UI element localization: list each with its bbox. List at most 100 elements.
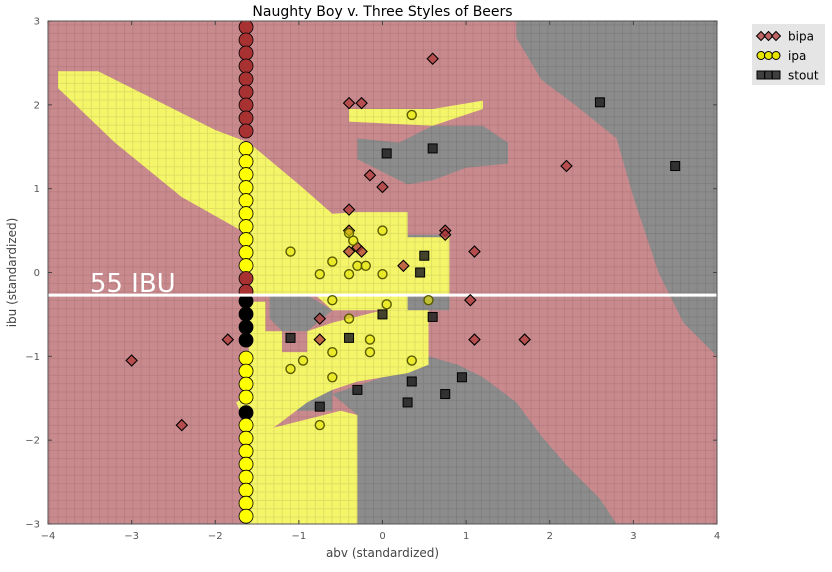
point-ipa[interactable] — [327, 372, 338, 383]
y-tick-label: 1 — [34, 184, 40, 195]
point-ipa[interactable] — [348, 235, 359, 246]
point-stout[interactable] — [314, 401, 325, 412]
point-bipa[interactable] — [468, 245, 481, 258]
point-bipa[interactable] — [397, 259, 410, 273]
boundary-marker-bipa — [238, 97, 254, 113]
data-points — [125, 52, 681, 432]
x-tick-label: −4 — [41, 531, 56, 542]
point-stout[interactable] — [344, 332, 355, 343]
point-ipa[interactable] — [423, 294, 434, 306]
point-bipa[interactable] — [342, 203, 356, 216]
legend-entry-ipa[interactable]: ipa — [756, 49, 806, 63]
boundary-marker-bipa — [238, 32, 254, 48]
point-bipa[interactable] — [125, 354, 138, 367]
point-stout[interactable] — [352, 384, 363, 395]
x-tick-label: −2 — [208, 531, 223, 542]
point-ipa[interactable] — [314, 268, 325, 280]
point-bipa[interactable] — [355, 96, 368, 110]
boundary-marker-bipa — [238, 84, 254, 100]
boundary-marker-bipa — [238, 271, 254, 286]
point-bipa[interactable] — [355, 245, 368, 258]
point-bipa[interactable] — [518, 333, 531, 346]
point-bipa[interactable] — [426, 52, 439, 66]
legend-entry-bipa[interactable]: bipa — [755, 30, 814, 44]
point-stout[interactable] — [419, 250, 430, 261]
point-ipa[interactable] — [364, 334, 376, 345]
point-ipa[interactable] — [377, 268, 388, 280]
y-axis-label: ibu (standardized) — [5, 218, 19, 328]
point-ipa[interactable] — [327, 294, 338, 306]
legend-marker-stout — [764, 70, 773, 80]
point-ipa[interactable] — [314, 419, 325, 431]
point-bipa[interactable] — [464, 293, 477, 307]
point-stout[interactable] — [427, 143, 438, 154]
legend-marker-bipa — [770, 30, 782, 42]
point-stout[interactable] — [402, 397, 413, 408]
point-bipa[interactable] — [221, 333, 235, 346]
point-ipa[interactable] — [285, 363, 296, 375]
point-stout[interactable] — [427, 311, 438, 322]
point-ipa[interactable] — [364, 346, 376, 358]
legend-label-stout: stout — [788, 69, 819, 83]
boundary-marker-ipa — [238, 180, 254, 195]
point-stout[interactable] — [377, 309, 388, 320]
x-tick-label: −1 — [292, 531, 307, 542]
boundary-marker-ipa — [238, 219, 254, 234]
point-stout[interactable] — [415, 267, 426, 278]
point-ipa[interactable] — [377, 225, 388, 236]
point-ipa[interactable] — [297, 355, 309, 366]
boundary-marker-bipa — [238, 45, 254, 61]
point-ipa[interactable] — [285, 246, 296, 257]
point-ipa[interactable] — [406, 109, 417, 121]
point-ipa[interactable] — [381, 299, 392, 310]
point-ipa[interactable] — [343, 313, 355, 324]
point-stout[interactable] — [381, 148, 392, 159]
boundary-marker-ipa — [238, 456, 254, 472]
point-bipa[interactable] — [363, 168, 377, 182]
boundary-marker-ipa — [238, 430, 254, 446]
legend-entry-stout[interactable]: stout — [756, 69, 819, 83]
legend-marker-stout — [771, 70, 781, 80]
boundary-marker-ipa — [238, 154, 254, 169]
point-bipa[interactable] — [468, 333, 481, 346]
boundary-marker-ipa — [238, 193, 254, 208]
boundary-marker-ipa — [238, 495, 254, 511]
legend-marker-bipa — [755, 30, 767, 42]
legend-marker-stout — [756, 70, 766, 80]
x-axis-label: abv (standardized) — [326, 546, 439, 560]
point-bipa[interactable] — [342, 245, 356, 258]
point-bipa[interactable] — [313, 312, 327, 325]
point-ipa[interactable] — [352, 260, 363, 271]
boundary-marker-bipa — [238, 58, 254, 74]
boundary-marker-stout — [238, 405, 254, 421]
point-stout[interactable] — [594, 97, 605, 108]
point-stout[interactable] — [440, 389, 451, 400]
y-tick-label: 3 — [34, 17, 40, 28]
point-bipa[interactable] — [376, 180, 389, 194]
boundary-marker-bipa — [238, 110, 254, 126]
point-ipa[interactable] — [327, 346, 338, 358]
x-tick-label: −3 — [124, 531, 139, 542]
point-stout[interactable] — [285, 332, 296, 343]
point-ipa[interactable] — [343, 268, 355, 280]
y-tick-label: 0 — [34, 268, 40, 279]
point-ipa[interactable] — [327, 256, 338, 267]
x-tick-label: 3 — [630, 531, 636, 542]
point-bipa[interactable] — [342, 96, 356, 110]
x-tick-label: 1 — [463, 531, 469, 542]
point-bipa[interactable] — [438, 228, 452, 242]
boundary-marker-ipa — [238, 417, 254, 433]
point-ipa[interactable] — [406, 355, 417, 366]
point-ipa[interactable] — [360, 260, 371, 271]
point-bipa[interactable] — [560, 159, 573, 173]
legend-label-bipa: bipa — [788, 30, 814, 44]
point-bipa[interactable] — [313, 333, 327, 346]
point-stout[interactable] — [406, 376, 417, 387]
point-bipa[interactable] — [175, 418, 189, 432]
boundary-marker-ipa — [238, 258, 254, 273]
point-stout[interactable] — [670, 161, 681, 172]
boundary-marker-ipa — [238, 508, 254, 524]
point-stout[interactable] — [456, 372, 467, 383]
boundary-marker-ipa — [238, 482, 254, 498]
